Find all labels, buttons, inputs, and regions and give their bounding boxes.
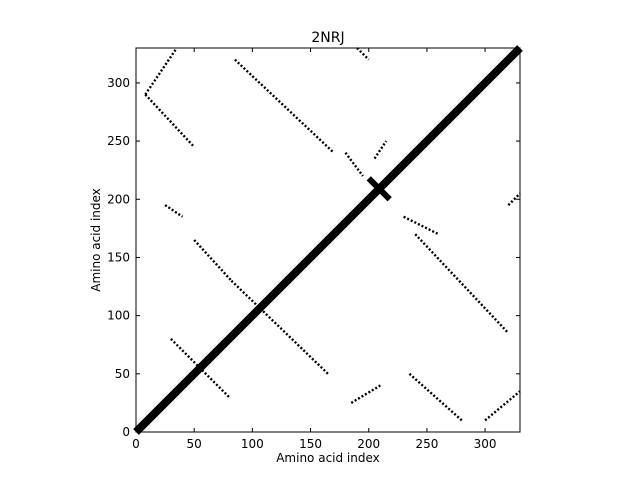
x-tick-label: 0 — [132, 437, 140, 451]
chart-title: 2NRJ — [311, 30, 344, 46]
segment-cross-right-dots — [373, 140, 388, 160]
y-tick-label: 100 — [107, 309, 130, 323]
x-tick-label: 50 — [187, 437, 202, 451]
x-tick-label: 100 — [241, 437, 264, 451]
y-tick-label: 50 — [115, 367, 130, 381]
plot-frame — [135, 47, 521, 433]
segment-cross-arm — [366, 176, 392, 202]
segment-cross-left-dots — [344, 152, 364, 177]
segment-right-lower-band — [414, 233, 510, 334]
y-tick-label: 250 — [107, 134, 130, 148]
x-tick-label: 250 — [415, 437, 438, 451]
segment-right-edge-dots — [507, 192, 521, 206]
segment-right-upper-band — [403, 215, 440, 236]
segment-lower-left-band — [170, 338, 230, 398]
x-tick-label: 200 — [357, 437, 380, 451]
contact-map-marks — [133, 45, 523, 435]
x-axis-label: Amino acid index — [276, 451, 380, 465]
segment-bottom-mid-dots — [350, 384, 381, 404]
x-axis-ticks: 0 50 100 150 200 250 300 — [132, 48, 497, 451]
segment-band-a — [193, 239, 233, 282]
y-tick-label: 300 — [107, 76, 130, 90]
segment-upper-left-arc — [144, 47, 178, 96]
segment-mid-left-cluster — [164, 204, 184, 218]
x-tick-label: 300 — [474, 437, 497, 451]
y-axis-label: Amino acid index — [89, 188, 103, 292]
segment-lower-right-arc — [484, 390, 521, 422]
x-tick-label: 150 — [299, 437, 322, 451]
segment-upper-right-dots — [356, 47, 370, 61]
y-tick-label: 200 — [107, 192, 130, 206]
y-tick-label: 150 — [107, 250, 130, 264]
y-axis-ticks: 0 50 100 150 200 250 300 — [107, 76, 520, 439]
y-tick-label: 0 — [122, 425, 130, 439]
segment-upper-mid-band — [234, 58, 335, 154]
